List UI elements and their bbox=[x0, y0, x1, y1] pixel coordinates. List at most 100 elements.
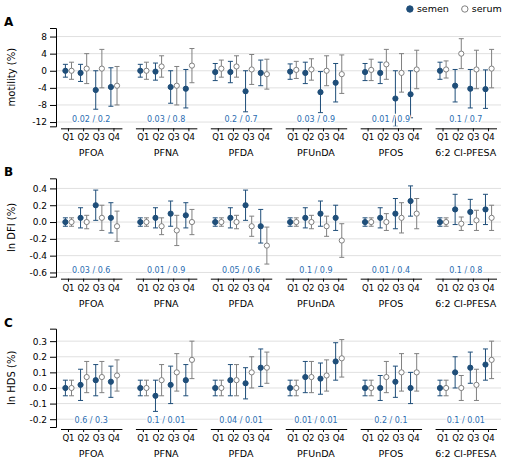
x-tick-mark bbox=[68, 128, 69, 131]
error-bar bbox=[159, 365, 164, 396]
point bbox=[93, 378, 98, 383]
group-bracket bbox=[361, 279, 422, 280]
error-bar bbox=[309, 215, 314, 228]
point bbox=[483, 87, 488, 92]
x-axis: Q1Q2Q3Q4 bbox=[436, 429, 497, 443]
error-bar bbox=[453, 194, 458, 224]
x-tick: Q2 bbox=[452, 128, 464, 142]
error-bar bbox=[309, 59, 314, 80]
point bbox=[69, 219, 74, 224]
error-bar bbox=[213, 380, 218, 396]
x-tick: Q4 bbox=[482, 128, 494, 142]
point bbox=[468, 86, 473, 91]
point bbox=[219, 385, 224, 390]
x-tick: Q2 bbox=[377, 429, 389, 443]
annotations: 0.02 / 0.20.03 / 0.80.2 / 0.70.03 / 0.90… bbox=[72, 115, 482, 124]
point bbox=[63, 68, 68, 73]
x-tick: Q1 bbox=[437, 279, 449, 293]
point bbox=[189, 63, 194, 68]
error-bar bbox=[234, 365, 239, 396]
x-tick-label: Q3 bbox=[392, 132, 404, 142]
x-tick-mark bbox=[158, 429, 159, 432]
y-tick-mark bbox=[50, 372, 56, 373]
x-tick: Q3 bbox=[467, 128, 479, 142]
point bbox=[174, 228, 179, 233]
error-bar bbox=[144, 218, 149, 226]
x-tick-label: Q4 bbox=[482, 433, 494, 443]
point bbox=[243, 381, 248, 386]
point bbox=[309, 219, 314, 224]
x-tick: Q4 bbox=[333, 128, 345, 142]
grid-line bbox=[56, 53, 501, 54]
error-bar bbox=[399, 203, 404, 233]
point bbox=[288, 385, 293, 390]
x-tick: Q3 bbox=[243, 429, 255, 443]
point bbox=[228, 378, 233, 383]
x-tick: Q3 bbox=[243, 279, 255, 293]
legend-label: semen bbox=[417, 3, 449, 14]
x-tick: Q3 bbox=[467, 279, 479, 293]
error-bar bbox=[213, 218, 218, 226]
annotations: 0.6 / 0.30.1 / 0.010.04 / 0.010.01 / 0.0… bbox=[75, 416, 485, 425]
error-bar bbox=[99, 205, 104, 230]
group-label: PFOS bbox=[379, 298, 404, 309]
point bbox=[408, 198, 413, 203]
panel-label: B bbox=[4, 165, 13, 179]
point bbox=[93, 87, 98, 92]
x-tick: Q4 bbox=[333, 429, 345, 443]
point bbox=[189, 219, 194, 224]
group-bracket bbox=[136, 128, 197, 129]
point bbox=[144, 68, 149, 73]
point bbox=[138, 68, 143, 73]
error-bar bbox=[219, 380, 224, 396]
y-tick-label: 0.2 bbox=[33, 352, 47, 362]
point bbox=[99, 374, 104, 379]
error-bar bbox=[453, 69, 458, 101]
point bbox=[264, 365, 269, 370]
grid-line bbox=[56, 36, 501, 37]
x-tick-mark bbox=[383, 429, 384, 432]
x-tick: Q4 bbox=[108, 128, 120, 142]
x-tick: Q1 bbox=[62, 429, 74, 443]
group-label: PFOA bbox=[79, 298, 105, 309]
error-bar bbox=[294, 218, 299, 226]
x-tick-label: Q1 bbox=[62, 283, 74, 293]
grid bbox=[56, 37, 501, 123]
x-tick-mark bbox=[83, 128, 84, 131]
point bbox=[444, 67, 449, 72]
x-tick-mark bbox=[248, 429, 249, 432]
error-bar bbox=[183, 365, 188, 396]
point bbox=[183, 378, 188, 383]
y-tick-label: -0.6 bbox=[29, 268, 47, 278]
x-tick-mark bbox=[413, 279, 414, 282]
point bbox=[264, 243, 269, 248]
x-tick-mark bbox=[458, 429, 459, 432]
x-tick-mark bbox=[98, 429, 99, 432]
y-axis-title: motility (%) bbox=[6, 48, 17, 107]
series bbox=[63, 60, 488, 126]
point bbox=[294, 219, 299, 224]
grid-line bbox=[56, 341, 501, 342]
error-bar bbox=[474, 210, 479, 230]
x-tick-label: Q1 bbox=[287, 283, 299, 293]
x-tick: Q1 bbox=[437, 429, 449, 443]
x-axis: Q1Q2Q3Q4 bbox=[361, 279, 422, 293]
point bbox=[324, 373, 329, 378]
point bbox=[258, 365, 263, 370]
point bbox=[78, 382, 83, 387]
x-tick-mark bbox=[308, 279, 309, 282]
error-bar bbox=[174, 215, 179, 245]
x-tick: Q1 bbox=[137, 279, 149, 293]
x-tick: Q2 bbox=[302, 279, 314, 293]
annotation: 0.05 / 0.6 bbox=[222, 266, 260, 275]
x-tick-mark bbox=[338, 279, 339, 282]
error-bar bbox=[378, 375, 383, 400]
error-bar bbox=[249, 216, 254, 236]
x-tick-mark bbox=[398, 429, 399, 432]
error-bar bbox=[108, 203, 113, 233]
x-tick-mark bbox=[323, 429, 324, 432]
error-bar bbox=[444, 218, 449, 226]
y-tick-label: 0.2 bbox=[33, 201, 47, 211]
x-tick-label: Q4 bbox=[258, 433, 270, 443]
point bbox=[339, 356, 344, 361]
